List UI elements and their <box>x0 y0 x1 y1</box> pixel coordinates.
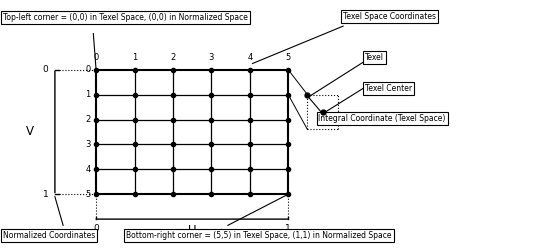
Text: Texel Center: Texel Center <box>365 84 412 93</box>
Text: 1: 1 <box>85 90 91 99</box>
Text: 0: 0 <box>93 224 99 233</box>
Text: V: V <box>26 125 34 138</box>
Text: 1: 1 <box>132 53 137 62</box>
Text: Texel Space Coordinates: Texel Space Coordinates <box>343 12 436 21</box>
Text: 3: 3 <box>209 53 214 62</box>
Text: 2: 2 <box>85 115 91 124</box>
Text: 4: 4 <box>247 53 253 62</box>
Text: Integral Coordinate (Texel Space): Integral Coordinate (Texel Space) <box>318 114 446 123</box>
Text: 3: 3 <box>85 140 91 149</box>
Text: U: U <box>188 224 197 237</box>
Text: 1: 1 <box>43 190 48 199</box>
Text: Normalized Coordinates: Normalized Coordinates <box>3 231 95 240</box>
Text: Texel: Texel <box>365 53 384 62</box>
Text: 5: 5 <box>285 53 291 62</box>
Text: 0: 0 <box>85 65 91 74</box>
Text: 5: 5 <box>85 190 91 199</box>
Text: 1: 1 <box>285 224 291 233</box>
Text: 0: 0 <box>43 65 48 74</box>
Text: 0: 0 <box>93 53 99 62</box>
Text: Top-left corner = (0,0) in Texel Space, (0,0) in Normalized Space: Top-left corner = (0,0) in Texel Space, … <box>3 13 248 22</box>
Text: 4: 4 <box>85 165 91 174</box>
Text: Bottom-right corner = (5,5) in Texel Space, (1,1) in Normalized Space: Bottom-right corner = (5,5) in Texel Spa… <box>126 231 392 240</box>
Text: 2: 2 <box>170 53 176 62</box>
